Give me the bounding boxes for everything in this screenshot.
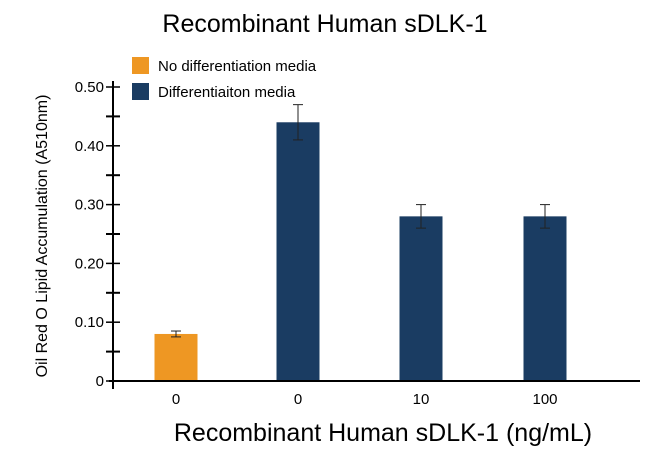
bar: [276, 122, 320, 381]
y-tick-label: 0: [96, 373, 104, 390]
y-tick-label: 0.40: [75, 138, 104, 155]
y-tick-label: 0.20: [75, 255, 104, 272]
y-tick-label: 0.50: [75, 79, 104, 96]
chart-title: Recombinant Human sDLK-1: [162, 10, 487, 38]
bar: [154, 333, 198, 381]
x-tick-label: 100: [532, 391, 557, 408]
legend-swatch: [132, 83, 149, 100]
y-tick-label: 0.10: [75, 314, 104, 331]
y-axis-label: Oil Red O Lipid Accumulation (A510nm): [34, 95, 51, 378]
x-tick-label: 0: [294, 391, 302, 408]
x-tick-label: 0: [172, 391, 180, 408]
legend-label: No differentiation media: [158, 58, 317, 75]
x-axis-label: Recombinant Human sDLK-1 (ng/mL): [174, 419, 592, 447]
legend-label: Differentiaiton media: [158, 84, 296, 101]
legend-swatch: [132, 57, 149, 74]
bar: [399, 216, 443, 381]
bar: [523, 216, 567, 381]
y-tick-label: 0.30: [75, 197, 104, 214]
x-tick-label: 10: [413, 391, 430, 408]
